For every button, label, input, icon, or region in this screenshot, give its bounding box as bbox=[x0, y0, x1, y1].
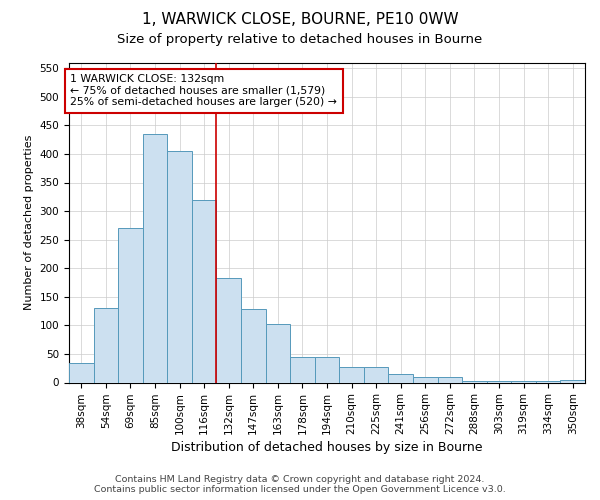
Bar bbox=[462, 381, 487, 382]
Bar bbox=[94, 308, 118, 382]
Text: Contains HM Land Registry data © Crown copyright and database right 2024.
Contai: Contains HM Land Registry data © Crown c… bbox=[94, 474, 506, 494]
Bar bbox=[69, 362, 94, 382]
Bar bbox=[487, 381, 511, 382]
Bar bbox=[339, 366, 364, 382]
Bar bbox=[143, 134, 167, 382]
Bar bbox=[266, 324, 290, 382]
Text: 1 WARWICK CLOSE: 132sqm
← 75% of detached houses are smaller (1,579)
25% of semi: 1 WARWICK CLOSE: 132sqm ← 75% of detache… bbox=[70, 74, 337, 107]
X-axis label: Distribution of detached houses by size in Bourne: Distribution of detached houses by size … bbox=[171, 442, 483, 454]
Bar bbox=[217, 278, 241, 382]
Bar bbox=[511, 381, 536, 382]
Bar bbox=[167, 151, 192, 382]
Bar bbox=[315, 357, 339, 382]
Bar bbox=[118, 228, 143, 382]
Text: 1, WARWICK CLOSE, BOURNE, PE10 0WW: 1, WARWICK CLOSE, BOURNE, PE10 0WW bbox=[142, 12, 458, 28]
Bar bbox=[388, 374, 413, 382]
Bar bbox=[560, 380, 585, 382]
Text: Size of property relative to detached houses in Bourne: Size of property relative to detached ho… bbox=[118, 34, 482, 46]
Bar bbox=[241, 310, 266, 382]
Bar bbox=[437, 378, 462, 382]
Bar bbox=[290, 357, 315, 382]
Bar bbox=[192, 200, 217, 382]
Y-axis label: Number of detached properties: Number of detached properties bbox=[24, 135, 34, 310]
Bar bbox=[413, 377, 437, 382]
Bar bbox=[364, 366, 388, 382]
